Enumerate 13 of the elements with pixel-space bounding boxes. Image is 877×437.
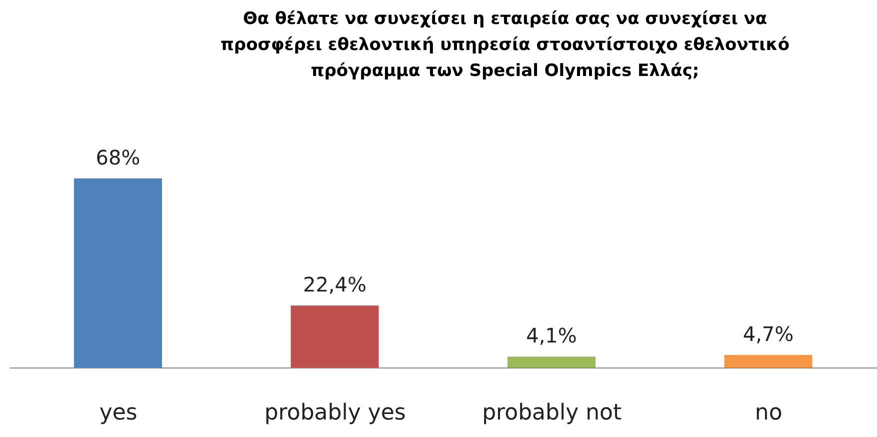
data-label: 4,7%	[742, 322, 794, 346]
bar	[508, 356, 596, 368]
chart-title: Θα θέλατε να συνεχίσει η εταιρεία σας να συνεχίσει να προσφέρει εθελοντική υπηρεσία στοαντίστοιχο εθελοντικό πρόγραμμα των Special Olympics Ελλάς;	[219, 8, 791, 83]
x-tick-label: probably not	[482, 400, 622, 426]
data-label: 68%	[96, 145, 140, 170]
bar	[724, 354, 812, 368]
bar	[74, 178, 162, 368]
bar	[290, 306, 379, 368]
x-tick-label: yes	[99, 400, 138, 426]
data-label: 22,4%	[302, 272, 367, 297]
data-label: 4,1%	[526, 324, 577, 348]
x-tick-label: probably yes	[264, 400, 406, 426]
x-tick-label: no	[754, 400, 782, 426]
